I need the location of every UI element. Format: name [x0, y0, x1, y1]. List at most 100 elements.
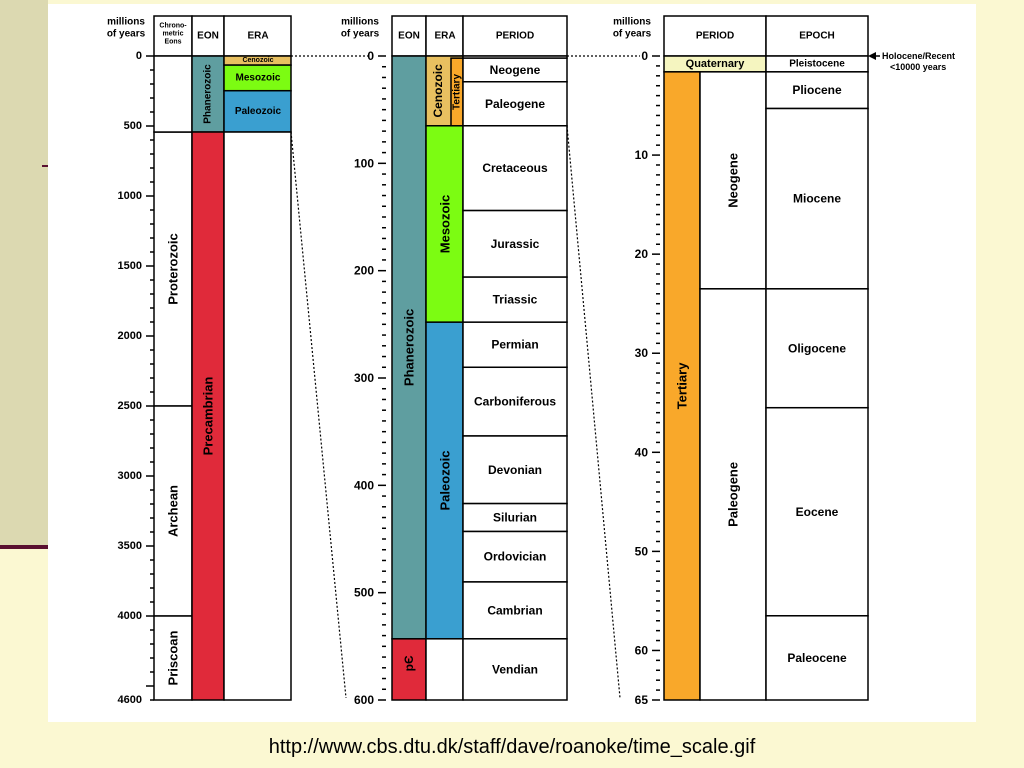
tick-label-middle: 100	[354, 156, 374, 170]
eon-label-precambrian: Precambrian	[201, 377, 216, 456]
tick-label-right: 65	[635, 693, 649, 707]
period-label-permian: Permian	[491, 338, 538, 352]
tick-label-left: 1500	[118, 260, 142, 272]
era-label-paleozoic: Paleozoic	[438, 451, 453, 511]
period-block-tertiary	[663, 71, 701, 701]
period-label-jurassic: Jurassic	[491, 237, 540, 251]
era-block-blank	[223, 131, 292, 701]
chrono-eon-blank	[153, 55, 193, 133]
epoch-block-miocene	[765, 107, 869, 290]
header-label-epoch: EPOCH	[799, 31, 835, 42]
period-block-devonian	[462, 435, 568, 505]
header-label-era: ERA	[434, 31, 455, 42]
holocene-annotation-sub: <10000 years	[890, 62, 946, 72]
period-label-tertiary: Tertiary	[675, 362, 690, 409]
period-label-triassic: Triassic	[493, 293, 538, 307]
period-block-jurassic	[462, 209, 568, 278]
subperiod-label-paleogene: Paleogene	[726, 462, 741, 527]
period-label-carboniferous: Carboniferous	[474, 395, 556, 409]
tick-label-middle: 600	[354, 693, 374, 707]
header-label-eon: EON	[197, 31, 219, 42]
source-url-caption: http://www.cbs.dtu.dk/staff/dave/roanoke…	[268, 736, 756, 758]
header-label-chrono: Eons	[164, 39, 181, 46]
epoch-label-eocene: Eocene	[796, 505, 839, 519]
period-label-cretaceous: Cretaceous	[482, 161, 548, 175]
period-block-silurian	[462, 502, 568, 533]
axis-title-middle: of years	[341, 29, 380, 40]
chrono-eon-label-proterozoic: Proterozoic	[166, 233, 181, 305]
holocene-arrowhead	[868, 52, 876, 60]
tick-label-right: 60	[635, 643, 649, 657]
subperiod-label-neogene: Neogene	[726, 153, 741, 208]
tick-label-middle: 300	[354, 371, 374, 385]
period-label-cambrian: Cambrian	[487, 603, 542, 617]
epoch-label-paleocene: Paleocene	[787, 651, 847, 665]
tick-label-left: 2500	[118, 400, 142, 412]
header-cell-eon	[391, 15, 427, 57]
header-label-period: PERIOD	[496, 31, 534, 42]
tick-label-right: 0	[641, 49, 648, 63]
tick-label-right: 20	[635, 247, 649, 261]
period-label-neogene: Neogene	[490, 63, 541, 77]
slide-accent-rule	[42, 165, 50, 167]
tick-label-left: 2000	[118, 330, 142, 342]
header-cell-eon	[191, 15, 225, 57]
period-block-vendian	[462, 638, 568, 701]
tick-label-right: 10	[635, 148, 649, 162]
header-label-era: ERA	[247, 31, 268, 42]
period-block-cambrian	[462, 581, 568, 640]
epoch-label-pliocene: Pliocene	[792, 83, 842, 97]
era-label-mesozoic: Mesozoic	[438, 195, 453, 254]
epoch-block-paleocene	[765, 615, 869, 701]
header-cell-epoch	[765, 15, 869, 57]
tick-label-middle: 400	[354, 478, 374, 492]
header-cell-period	[663, 15, 767, 57]
tick-label-left: 4600	[118, 694, 142, 706]
holocene-annotation: Holocene/Recent	[882, 51, 955, 61]
period-block-carboniferous	[462, 366, 568, 437]
tick-label-middle: 200	[354, 264, 374, 278]
sub-era-label-tertiary: Tertiary	[452, 74, 463, 110]
epoch-label-miocene: Miocene	[793, 192, 841, 206]
period-block-permian	[462, 321, 568, 369]
period-block-cretaceous	[462, 125, 568, 212]
era-label-cenozoic: Cenozoic	[242, 57, 273, 64]
period-label-paleogene: Paleogene	[485, 97, 545, 111]
eon-block-precambrian	[191, 131, 225, 701]
slide-left-band	[0, 0, 48, 548]
chrono-eon-label-priscoan: Priscoan	[166, 630, 181, 685]
subperiod-block-neogene	[699, 71, 767, 290]
chrono-eon-priscoan	[153, 615, 193, 701]
axis-title-right: millions	[613, 17, 651, 28]
period-block-paleogene	[462, 81, 568, 127]
header-label-chrono: metric	[162, 31, 183, 38]
tick-label-left: 500	[124, 120, 142, 132]
period-label-vendian: Vendian	[492, 662, 538, 676]
header-cell-era	[223, 15, 292, 57]
zoom-connector	[290, 131, 347, 699]
era-label-mesozoic: Mesozoic	[235, 72, 280, 83]
period-label-ordovician: Ordovician	[484, 550, 547, 564]
axis-title-left: millions	[107, 17, 145, 28]
header-label-eon: EON	[398, 31, 420, 42]
tick-label-middle: 0	[367, 49, 374, 63]
axis-title-right: of years	[613, 29, 652, 40]
chrono-eon-label-archean: Archean	[166, 485, 181, 537]
eon-label-phanerozoic: Phanerozoic	[402, 309, 417, 386]
tick-label-middle: 500	[354, 586, 374, 600]
tick-label-left: 4000	[118, 610, 142, 622]
zoom-connector	[566, 125, 621, 699]
period-label-quaternary: Quaternary	[686, 58, 746, 70]
header-cell-era	[425, 15, 464, 57]
tick-label-right: 40	[635, 445, 649, 459]
header-label-chrono: Chrono-	[159, 23, 187, 30]
era-label-paleozoic: Paleozoic	[235, 106, 282, 117]
epoch-block-eocene	[765, 406, 869, 617]
header-cell-period	[462, 15, 568, 57]
eon-label-p: pЄ	[402, 655, 416, 671]
tick-label-right: 50	[635, 544, 649, 558]
timescale-figure-panel: millions of years Chrono-metric Eons EON ERA P…	[48, 4, 976, 722]
period-label-devonian: Devonian	[488, 463, 542, 477]
era-block-blank	[425, 638, 464, 701]
